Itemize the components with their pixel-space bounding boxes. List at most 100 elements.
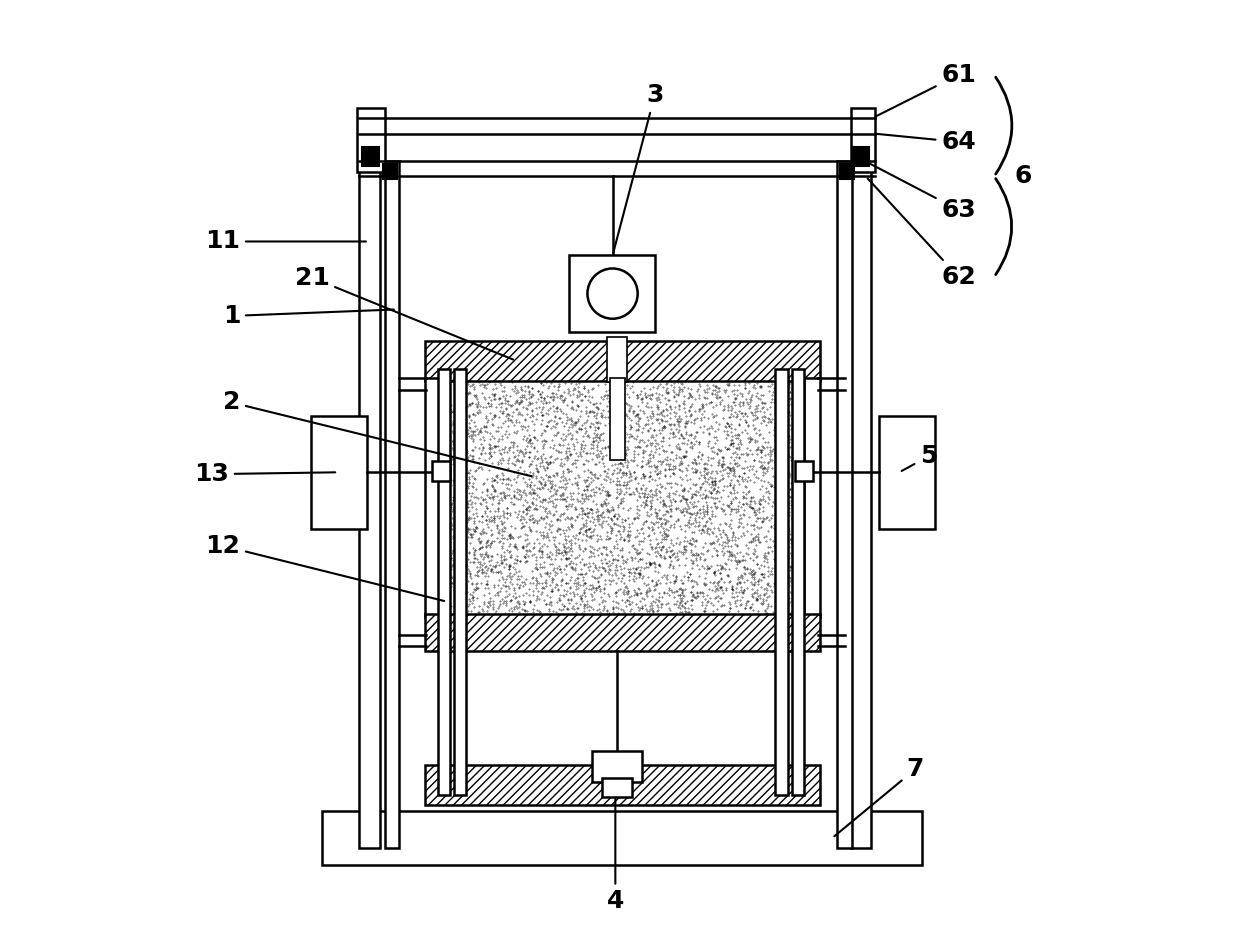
Point	[459, 425, 479, 440]
Point	[537, 459, 557, 474]
Point	[583, 563, 603, 578]
Point	[786, 448, 806, 463]
Point	[461, 570, 481, 585]
Point	[515, 449, 534, 464]
Point	[458, 604, 477, 619]
Point	[588, 514, 608, 529]
Point	[661, 544, 681, 559]
Point	[521, 593, 541, 608]
Point	[578, 505, 598, 520]
Point	[725, 536, 745, 551]
Point	[445, 498, 465, 513]
Point	[732, 567, 751, 582]
Point	[742, 526, 761, 541]
Point	[749, 572, 769, 587]
Point	[449, 587, 469, 602]
Point	[670, 382, 689, 397]
Point	[735, 596, 755, 611]
Point	[596, 492, 616, 507]
Point	[438, 439, 458, 454]
Point	[745, 593, 765, 608]
Point	[730, 576, 750, 591]
Point	[465, 524, 485, 539]
Point	[516, 501, 536, 516]
Point	[751, 579, 771, 594]
Point	[574, 463, 594, 478]
Point	[480, 438, 500, 453]
Point	[569, 526, 589, 541]
Point	[516, 501, 536, 516]
Point	[670, 558, 689, 573]
Point	[750, 426, 770, 441]
Point	[584, 404, 604, 419]
Point	[745, 408, 765, 423]
Point	[479, 569, 498, 584]
Point	[663, 485, 683, 500]
Point	[515, 549, 534, 564]
Point	[616, 452, 636, 467]
Point	[756, 551, 776, 566]
Point	[574, 558, 594, 573]
Point	[604, 516, 624, 531]
Point	[753, 431, 773, 446]
Point	[556, 407, 575, 422]
Point	[786, 536, 806, 551]
Point	[660, 398, 680, 413]
Point	[491, 592, 511, 607]
Point	[479, 585, 498, 600]
Point	[697, 514, 717, 529]
Point	[688, 445, 708, 460]
Point	[595, 440, 615, 455]
Point	[697, 562, 717, 577]
Point	[589, 531, 609, 546]
Point	[652, 528, 672, 543]
Point	[677, 462, 697, 477]
Point	[780, 408, 800, 423]
Point	[770, 527, 790, 542]
Point	[525, 540, 544, 555]
Point	[779, 488, 799, 503]
Point	[729, 457, 749, 472]
Point	[480, 439, 500, 454]
Point	[698, 471, 718, 486]
Point	[546, 427, 565, 442]
Point	[537, 388, 557, 403]
Point	[771, 382, 791, 397]
Point	[528, 383, 548, 398]
Point	[626, 423, 646, 438]
Point	[498, 452, 518, 467]
Point	[740, 562, 760, 577]
Point	[703, 477, 723, 492]
Point	[645, 594, 665, 609]
Point	[632, 598, 652, 613]
Point	[764, 520, 784, 535]
Point	[693, 399, 713, 414]
Point	[578, 454, 598, 469]
Point	[749, 428, 769, 443]
Point	[548, 582, 568, 597]
Point	[498, 527, 518, 542]
Point	[673, 448, 693, 463]
Point	[485, 503, 505, 518]
Point	[544, 561, 564, 576]
Point	[670, 587, 689, 602]
Point	[601, 511, 621, 526]
Point	[688, 546, 708, 562]
Point	[704, 470, 724, 485]
Point	[665, 596, 684, 611]
Point	[712, 459, 732, 474]
Point	[525, 430, 544, 445]
Point	[455, 475, 475, 490]
Point	[552, 452, 572, 467]
Point	[508, 445, 528, 460]
Point	[697, 587, 717, 602]
Point	[588, 400, 608, 415]
Point	[616, 481, 636, 496]
Point	[722, 582, 742, 597]
Point	[569, 388, 589, 403]
Point	[498, 560, 518, 575]
Point	[553, 522, 573, 537]
Point	[469, 490, 489, 505]
Point	[469, 460, 489, 475]
Point	[476, 573, 496, 588]
